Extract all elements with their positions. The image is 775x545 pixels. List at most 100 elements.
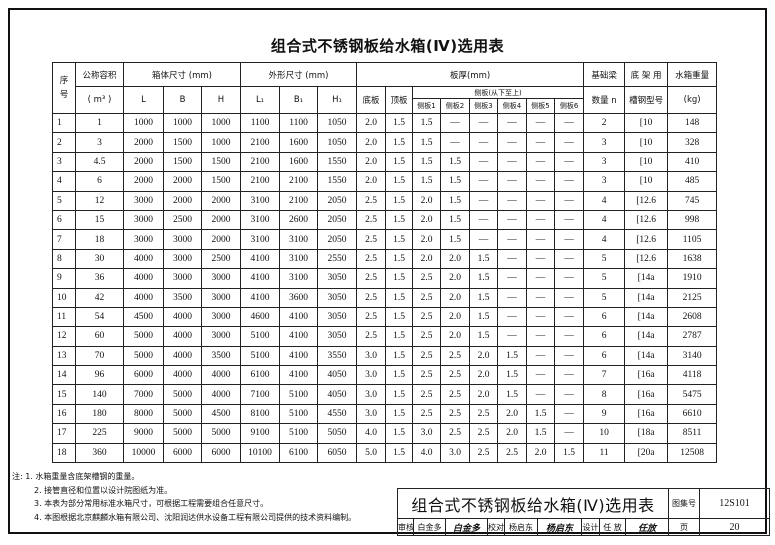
header-seq: 序号	[52, 62, 76, 114]
table-cell: 2.0	[440, 268, 471, 289]
table-cell: —	[554, 423, 585, 444]
table-cell: 3050	[317, 306, 358, 328]
table-cell: 2.5	[440, 403, 471, 425]
header-top: 顶板	[385, 86, 414, 114]
table-cell: 6000	[200, 442, 242, 464]
table-cell: 1.5	[385, 209, 414, 231]
table-cell: —	[526, 151, 556, 173]
table-cell: 4100	[279, 326, 319, 347]
table-cell: 2100	[279, 171, 319, 192]
table-cell: 2.5	[412, 365, 442, 386]
table-cell: 2.0	[412, 209, 442, 231]
table-cell: 10000	[123, 442, 164, 464]
header-side-3: 侧板3	[469, 98, 499, 114]
header-B: B	[163, 86, 202, 114]
header-B1: B₁	[279, 86, 319, 114]
table-cell: 6050	[317, 442, 358, 464]
table-cell: 1.5	[412, 132, 442, 153]
table-cell: 1550	[317, 171, 358, 192]
table-cell: 3100	[240, 229, 281, 250]
table-cell: 6100	[279, 442, 319, 464]
table-cell: 2.0	[356, 171, 387, 192]
table-cell: —	[497, 151, 528, 173]
table-cell: 42	[75, 287, 124, 308]
table-cell: 3000	[123, 209, 164, 231]
table-cell: 2000	[123, 151, 164, 173]
table-cell: 1100	[240, 112, 281, 134]
table-cell: 2000	[200, 190, 242, 211]
table-cell: 2.0	[440, 287, 471, 308]
table-cell: 4000	[200, 384, 242, 405]
table-cell: 2000	[163, 171, 202, 192]
table-row: 2 3 2000 1500 1000 2100 1600 1050 2.0 1.5 1.5— — — — —…	[52, 132, 718, 153]
table-cell: 3000	[200, 306, 242, 328]
table-cell: —	[554, 384, 585, 405]
table-cell: 3000	[163, 229, 202, 250]
table-cell: 1.5	[385, 403, 414, 425]
table-cell: 5	[583, 287, 626, 308]
table-cell: 5000	[163, 403, 202, 425]
table-cell: 15	[52, 384, 76, 405]
table-cell: 1.5	[385, 326, 414, 347]
header-side-2: 侧板2	[440, 98, 471, 114]
header-outer-size: 外形尺寸 (mm)	[240, 62, 358, 87]
table-cell: 4100	[240, 248, 281, 270]
table-cell: [12.6	[624, 229, 669, 250]
note-2: 2. 接管直径和位置以设计院图纸为准。	[34, 485, 173, 495]
table-cell: 4118	[667, 365, 718, 386]
header-L1: L₁	[240, 86, 281, 114]
table-cell: [10	[624, 151, 669, 173]
table-cell: 8	[583, 384, 626, 405]
table-cell: 1.5	[385, 190, 414, 211]
table-cell: [16a	[624, 365, 669, 386]
check-label: 校对	[487, 518, 505, 536]
table-cell: 2.0	[412, 190, 442, 211]
table-cell: —	[554, 345, 585, 367]
table-cell: 10	[52, 287, 76, 308]
title-block: 组合式不锈钢板给水箱(Ⅳ)选用表 图集号 12S101 审核 白金多 白金多 校…	[397, 488, 770, 536]
table-cell: 4050	[317, 384, 358, 405]
table-cell: 16	[52, 403, 76, 425]
table-cell: 2.5	[440, 423, 471, 444]
table-cell: 9	[583, 403, 626, 425]
table-cell: —	[554, 112, 585, 134]
reviewer-signature: 白金多	[445, 518, 488, 536]
header-weight: 水箱重量	[667, 62, 718, 87]
table-cell: 3500	[163, 287, 202, 308]
table-cell: 3600	[279, 287, 319, 308]
table-cell: 4.0	[356, 423, 387, 444]
table-cell: 6610	[667, 403, 718, 425]
table-cell: 12	[75, 190, 124, 211]
atlas-number: 12S101	[699, 488, 770, 519]
table-cell: 2100	[240, 151, 281, 173]
table-cell: 13	[52, 345, 76, 367]
table-cell: 2.5	[412, 403, 442, 425]
table-cell: 5000	[200, 423, 242, 444]
table-cell: 1.5	[497, 365, 528, 386]
table-cell: 4	[52, 171, 76, 192]
designer-name: 任 放	[599, 518, 626, 536]
table-cell: 6100	[240, 365, 281, 386]
header-volume-unit: ( m³ )	[75, 86, 124, 114]
table-cell: 4000	[200, 365, 242, 386]
table-cell: 5100	[279, 423, 319, 444]
table-cell: 4000	[123, 287, 164, 308]
table-cell: 8100	[240, 403, 281, 425]
table-cell: 1.5	[385, 268, 414, 289]
notes: 注: 1. 水箱重量含底架槽钢的重量。 2. 接管直径和位置以设计院图纸为准。 …	[12, 470, 356, 524]
table-cell: —	[554, 268, 585, 289]
table-cell: 2.0	[356, 112, 387, 134]
table-cell: 5050	[317, 423, 358, 444]
table-cell: 360	[75, 442, 124, 464]
table-cell: 2.5	[412, 306, 442, 328]
table-cell: 3	[583, 151, 626, 173]
table-cell: 3000	[123, 229, 164, 250]
table-cell: —	[526, 171, 556, 192]
table-cell: 1.5	[385, 306, 414, 328]
table-cell: 4000	[163, 365, 202, 386]
table-cell: [18a	[624, 423, 669, 444]
table-cell: 3.0	[356, 365, 387, 386]
table-cell: 2125	[667, 287, 718, 308]
header-seq-label: 序号	[59, 76, 69, 100]
table-cell: 2050	[317, 209, 358, 231]
